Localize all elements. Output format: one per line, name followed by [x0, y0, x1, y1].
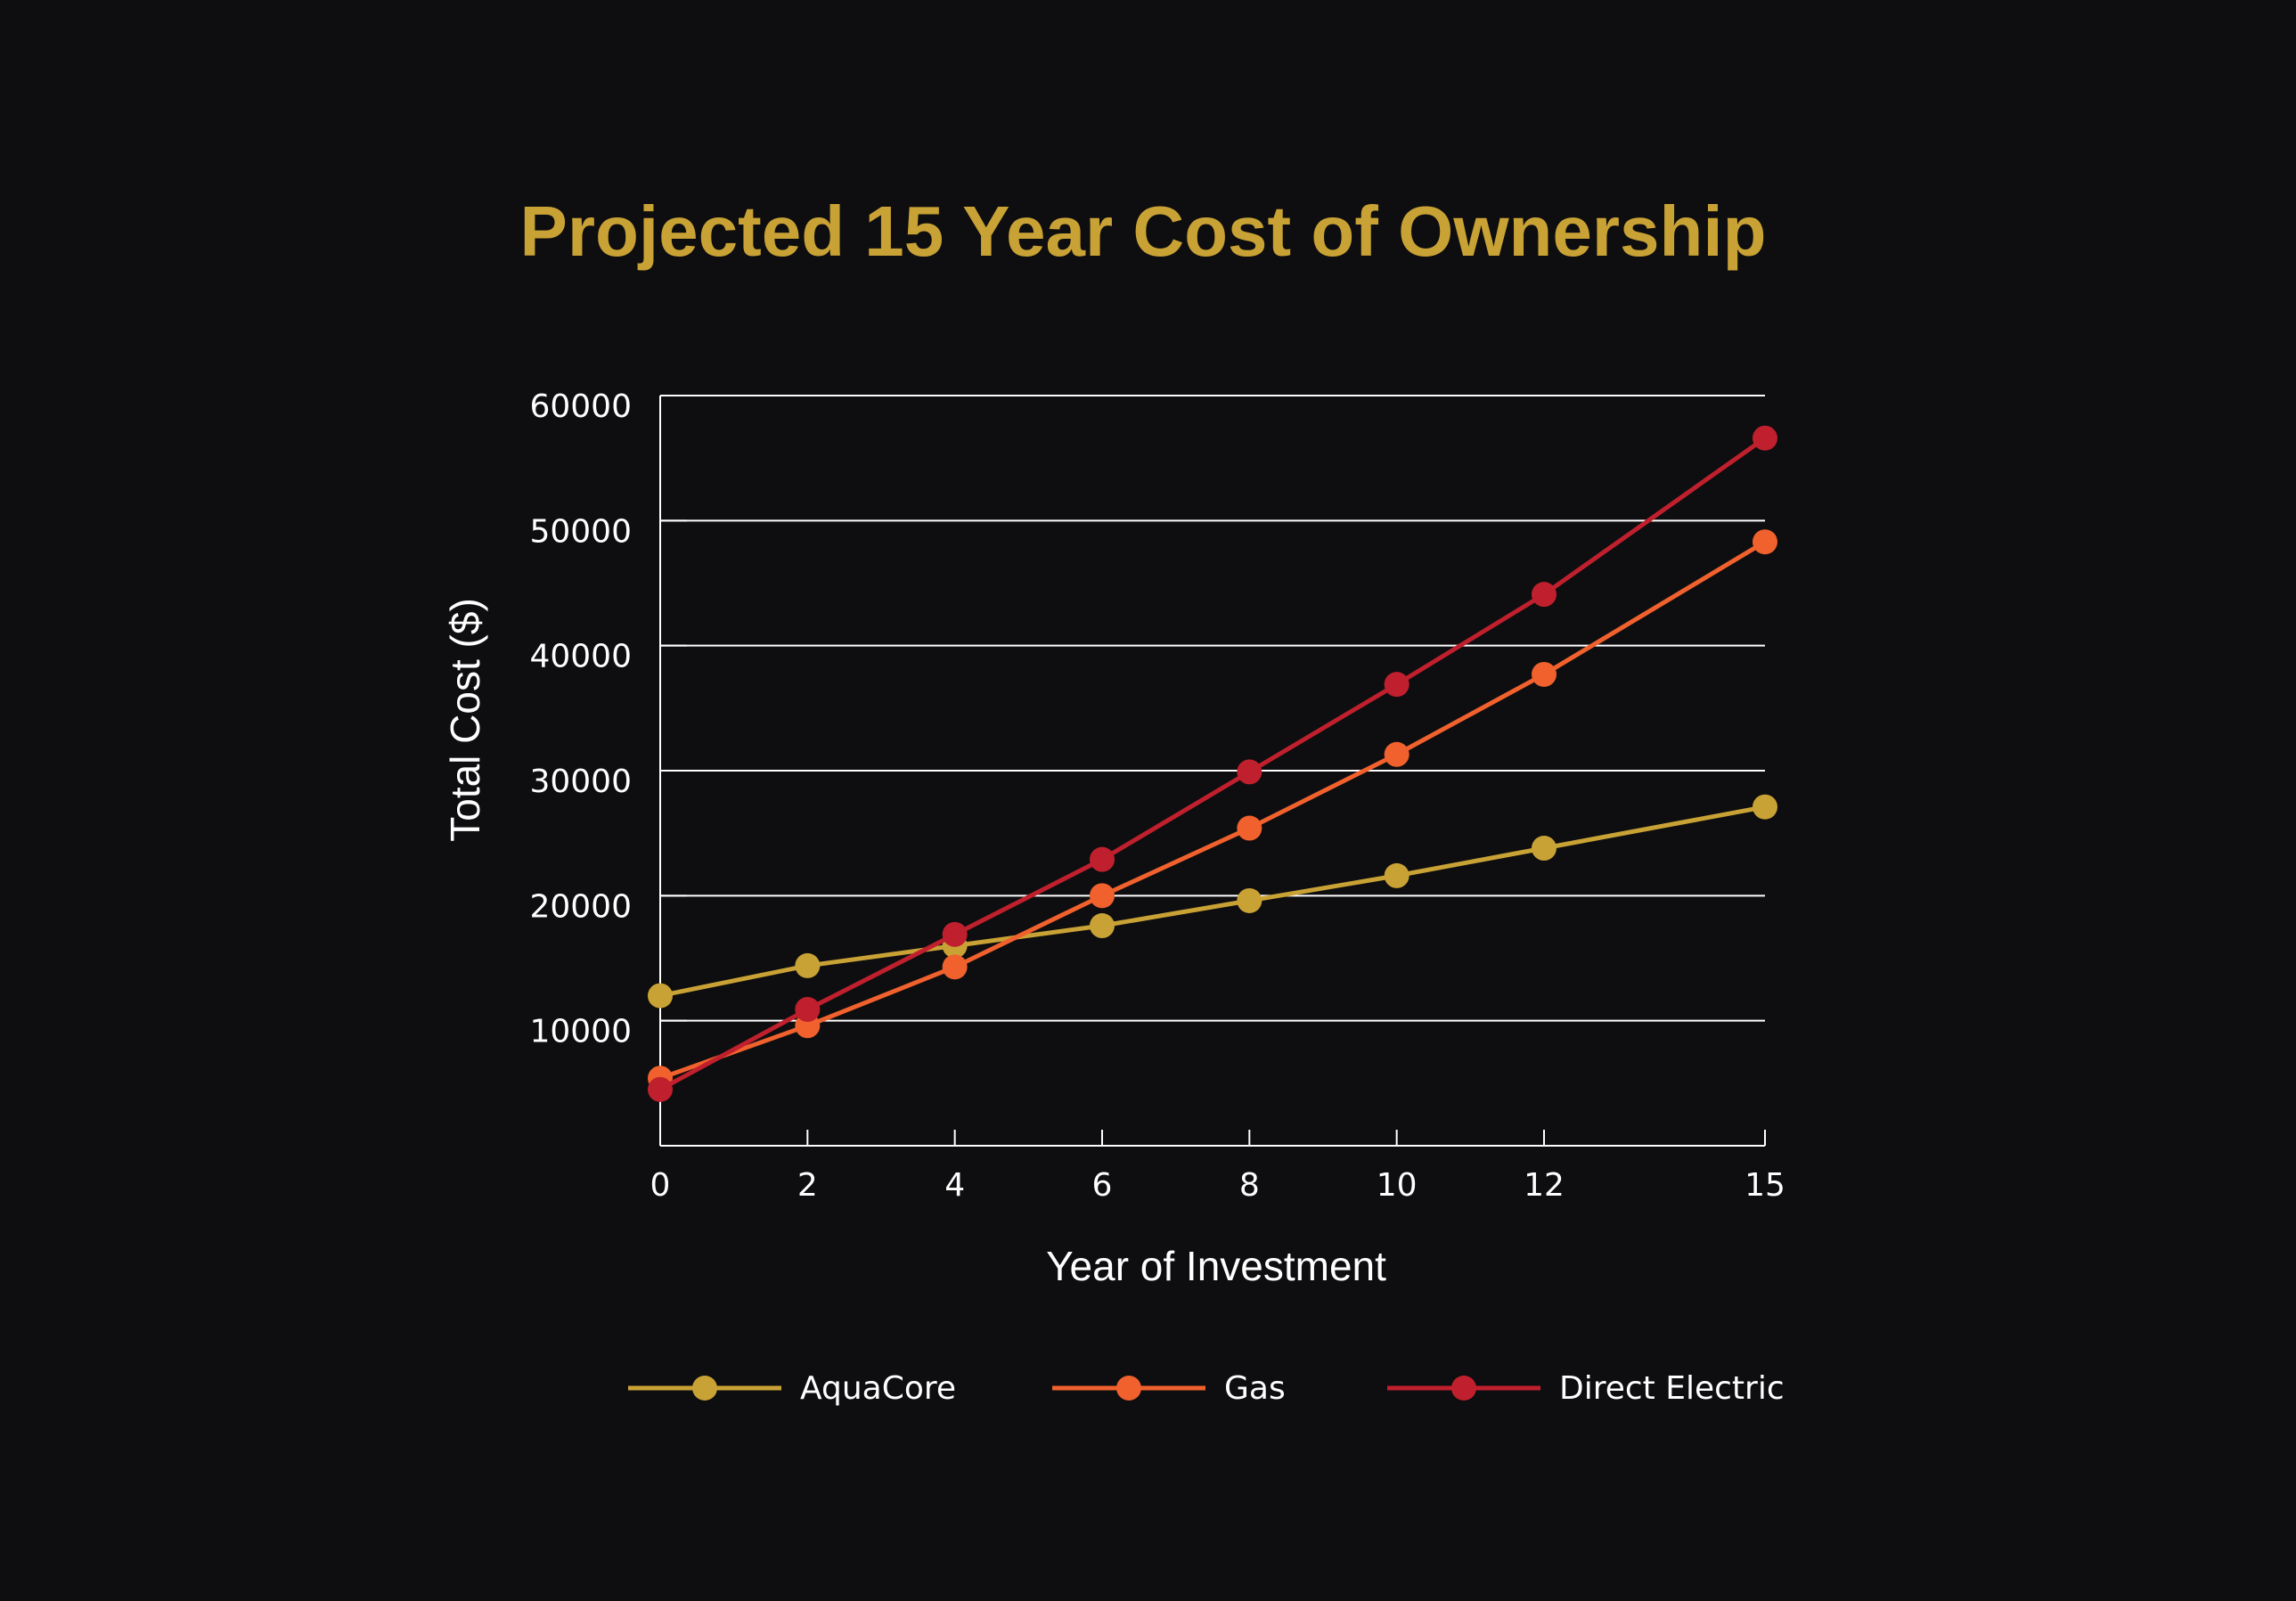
data-point-aquacore	[1753, 794, 1777, 820]
data-point-aquacore	[1237, 887, 1262, 913]
data-point-direct-electric	[1090, 846, 1115, 872]
data-point-gas	[1237, 815, 1262, 841]
y-tick-labels: 10000 20000 30000 40000 50000 60000	[529, 388, 632, 1050]
legend-item-aquacore: AquaCore	[628, 1370, 956, 1407]
chart-title: Projected 15 Year Cost of Ownership	[520, 192, 1767, 271]
series-aquacore	[648, 794, 1777, 1009]
y-tick-label: 10000	[529, 1014, 632, 1050]
x-tick-label: 2	[797, 1167, 818, 1204]
legend-label-direct-electric: Direct Electric	[1559, 1370, 1785, 1407]
data-point-direct-electric	[1237, 759, 1262, 785]
data-point-aquacore	[1384, 862, 1409, 888]
y-tick-label: 30000	[529, 764, 632, 800]
data-point-gas	[1532, 661, 1557, 687]
data-point-direct-electric	[942, 921, 968, 947]
data-point-direct-electric	[1532, 582, 1557, 608]
axes	[659, 396, 1766, 1147]
x-tick-label: 8	[1239, 1167, 1260, 1204]
x-tick-label: 4	[944, 1167, 965, 1204]
data-point-aquacore	[648, 983, 673, 1009]
x-axis-label: Year of Investment	[1046, 1243, 1386, 1289]
x-tick-labels: 0 2 4 6 8 10 12 15	[650, 1167, 1785, 1204]
x-tick-label: 15	[1744, 1167, 1785, 1204]
y-tick-label: 40000	[529, 639, 632, 675]
data-point-gas	[1090, 883, 1115, 909]
y-tick-label: 50000	[529, 513, 632, 550]
legend-marker-aquacore	[692, 1376, 717, 1401]
series-direct-electric	[648, 425, 1777, 1102]
data-point-direct-electric	[648, 1076, 673, 1102]
legend-label-aquacore: AquaCore	[800, 1370, 956, 1407]
data-point-aquacore	[1090, 913, 1115, 939]
grid-lines	[660, 395, 1765, 1022]
legend-label-gas: Gas	[1224, 1370, 1286, 1407]
series-line-gas	[659, 540, 1767, 1081]
series-line-aquacore	[659, 805, 1766, 999]
data-point-aquacore	[1532, 836, 1557, 862]
series-line-direct-electric	[658, 436, 1767, 1092]
y-tick-label: 20000	[529, 888, 632, 925]
legend-marker-gas	[1116, 1376, 1141, 1401]
data-point-gas	[942, 954, 968, 980]
x-tick-label: 0	[650, 1167, 671, 1204]
data-point-aquacore	[795, 952, 821, 978]
data-point-direct-electric	[1753, 425, 1777, 451]
data-point-gas	[1753, 529, 1777, 555]
legend-item-gas: Gas	[1052, 1370, 1286, 1407]
data-point-direct-electric	[795, 997, 821, 1023]
y-axis-label: Total Cost ($)	[442, 598, 488, 842]
x-tick-label: 6	[1092, 1167, 1113, 1204]
legend-item-direct-electric: Direct Electric	[1387, 1370, 1785, 1407]
y-tick-label: 60000	[529, 388, 632, 425]
legend: AquaCore Gas Direct Electric	[628, 1370, 1785, 1407]
x-tick-label: 12	[1524, 1167, 1565, 1204]
legend-marker-direct-electric	[1451, 1376, 1476, 1401]
x-tick-label: 10	[1377, 1167, 1418, 1204]
data-point-gas	[1384, 741, 1409, 767]
series-lines	[648, 425, 1777, 1102]
data-point-direct-electric	[1384, 672, 1409, 698]
